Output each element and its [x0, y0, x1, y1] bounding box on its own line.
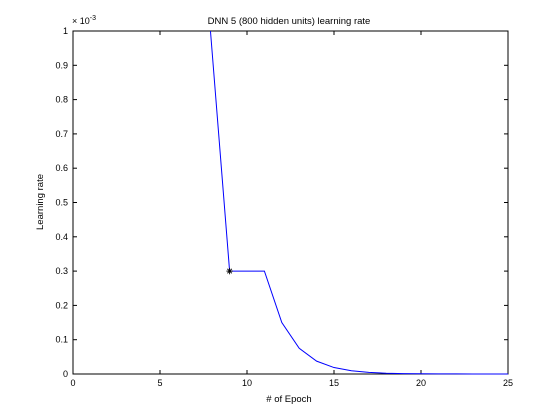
asterisk-marker — [226, 267, 233, 275]
y-tick-label: 0.3 — [55, 266, 68, 276]
marker-stroke — [227, 268, 233, 274]
y-tick-label: 0.4 — [55, 232, 68, 242]
y-tick-label: 0 — [63, 369, 68, 379]
y-tick-label: 0.7 — [55, 129, 68, 139]
y-tick-label: 0.5 — [55, 198, 68, 208]
y-axis-label: Learning rate — [35, 174, 46, 230]
x-tick-label: 20 — [416, 378, 426, 388]
y-tick-label: 0.1 — [55, 335, 68, 345]
x-tick-label: 25 — [503, 378, 513, 388]
x-tick-label: 5 — [157, 378, 162, 388]
series — [209, 30, 508, 375]
ticks: 0 5 10 15 20 25 0 0.1 0.2 0.3 0.4 0.5 0.6 0.7 0.8 0.9 1 — [55, 26, 513, 388]
x-tick-label: 0 — [70, 378, 75, 388]
y-tick-label: 0.2 — [55, 300, 68, 310]
series-line — [209, 30, 508, 375]
y-scale-multiplier: × 10-3 — [72, 15, 96, 26]
plot-frame — [72, 30, 509, 375]
axes — [72, 30, 509, 375]
x-tick-label: 15 — [329, 378, 339, 388]
y-tick-label: 0.8 — [55, 95, 68, 105]
chart-title: DNN 5 (800 hidden units) learning rate — [208, 16, 371, 27]
x-axis-label: # of Epoch — [266, 394, 311, 405]
x-tick-label: 10 — [242, 378, 252, 388]
y-tick-label: 0.6 — [55, 163, 68, 173]
y-scale-exponent: -3 — [90, 15, 96, 22]
y-tick-label: 0.9 — [55, 60, 68, 70]
y-tick-label: 1 — [63, 26, 68, 36]
